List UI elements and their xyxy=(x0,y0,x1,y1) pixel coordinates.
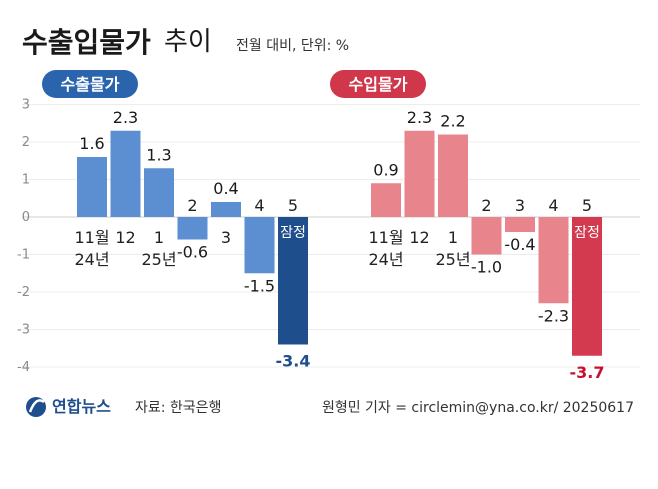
data-label: -0.4 xyxy=(504,235,535,254)
data-label: 1.6 xyxy=(79,134,104,153)
data-label: -1.0 xyxy=(471,258,502,277)
bar xyxy=(177,217,208,240)
bar xyxy=(371,183,401,217)
y-tick-label: -3 xyxy=(17,323,30,338)
data-label: -2.3 xyxy=(538,306,569,325)
category-label: 2 xyxy=(481,196,491,215)
y-tick-label: -1 xyxy=(17,248,30,263)
bar xyxy=(244,217,275,274)
y-axis-ticks: 3 2 1 0 -1 -2 -3 -4 xyxy=(17,98,30,376)
bar xyxy=(538,217,569,304)
category-label: 5 xyxy=(582,196,592,215)
yna-logo: 연합뉴스 xyxy=(26,397,111,417)
chart-subtitle: 전월 대비, 단위: % xyxy=(236,38,349,54)
bar xyxy=(110,130,141,217)
bar xyxy=(77,157,107,217)
import-series: 0.9 11월 24년 2.3 12 2.2 1 25년 -1.0 2 -0.4 3 -2.3 4 -3.7… xyxy=(368,108,604,382)
category-label: 3 xyxy=(515,196,525,215)
category-label: 2 xyxy=(187,196,197,215)
legend-import-badge xyxy=(330,70,426,98)
data-label: -1.5 xyxy=(244,276,275,295)
bar xyxy=(404,130,435,217)
category-label: 24년 xyxy=(368,250,403,269)
y-tick-label: -4 xyxy=(17,360,30,375)
category-label: 25년 xyxy=(435,250,470,269)
data-label: -3.4 xyxy=(276,352,311,371)
bar xyxy=(211,202,241,217)
legend-import: 수입물가 xyxy=(330,70,426,98)
yna-logo-text: 연합뉴스 xyxy=(52,397,111,416)
preliminary-annotation: 잠정 xyxy=(280,225,306,241)
preliminary-annotation: 잠정 xyxy=(574,225,600,241)
legend-export-label: 수출물가 xyxy=(61,75,120,94)
category-label: 4 xyxy=(254,196,264,215)
category-label: 5 xyxy=(288,196,298,215)
category-label: 11월 xyxy=(74,228,109,247)
y-tick-label: 3 xyxy=(22,98,30,113)
chart-title-suffix: 추이 xyxy=(164,27,212,57)
y-tick-label: 1 xyxy=(22,173,30,188)
category-label: 11월 xyxy=(368,228,403,247)
category-label: 1 xyxy=(154,228,164,247)
category-label: 12 xyxy=(115,228,135,247)
y-tick-label: -2 xyxy=(17,285,30,300)
bar xyxy=(278,217,308,345)
category-label: 12 xyxy=(409,228,429,247)
y-tick-label: 2 xyxy=(22,135,30,150)
bar xyxy=(572,217,602,356)
legend-export: 수출물가 xyxy=(42,70,138,98)
data-label: 2.2 xyxy=(440,112,465,131)
source-note: 자료: 한국은행 xyxy=(135,400,221,416)
data-label: 0.9 xyxy=(373,160,398,179)
bar xyxy=(505,217,535,232)
y-tick-label: 0 xyxy=(22,210,30,225)
data-label: 2.3 xyxy=(113,108,138,127)
category-label: 24년 xyxy=(74,250,109,269)
bar xyxy=(144,168,174,217)
data-label: -3.7 xyxy=(570,363,605,382)
legend-export-badge xyxy=(42,70,138,98)
category-label: 3 xyxy=(221,228,231,247)
category-label: 1 xyxy=(448,228,458,247)
category-label: 25년 xyxy=(141,250,176,269)
yna-logo-swoosh xyxy=(28,399,45,413)
export-series: 1.6 11월 24년 2.3 12 1.3 1 25년 -0.6 2 0.4 3 -1.5 4 -3.4 5… xyxy=(74,108,310,371)
legend-import-label: 수입물가 xyxy=(349,75,408,94)
chart-title: 수출입물가 xyxy=(22,26,151,59)
category-label: 4 xyxy=(548,196,558,215)
bar xyxy=(471,217,502,255)
data-label: -0.6 xyxy=(177,243,208,262)
bar xyxy=(438,134,468,217)
credit-note: 원형민 기자 = circlemin@yna.co.kr/ 20250617 xyxy=(322,400,634,416)
data-label: 0.4 xyxy=(213,179,238,198)
data-label: 1.3 xyxy=(146,145,171,164)
data-label: 2.3 xyxy=(407,108,432,127)
